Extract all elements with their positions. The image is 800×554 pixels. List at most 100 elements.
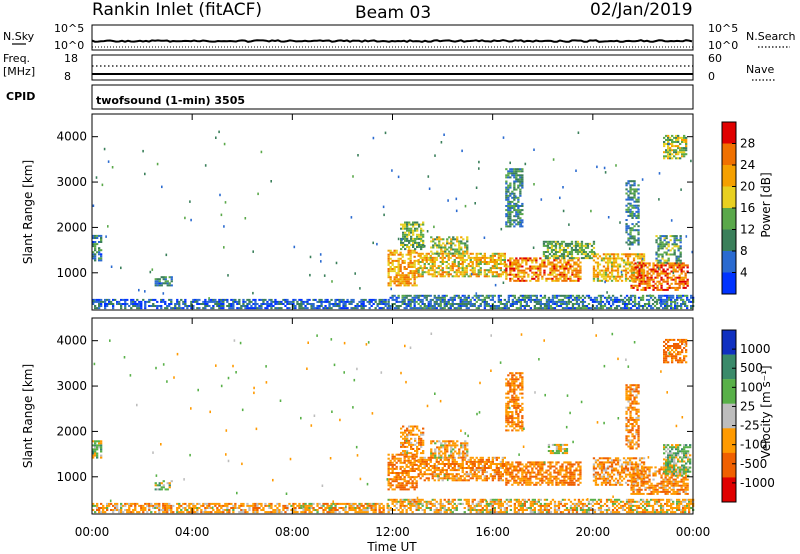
data-cell	[461, 463, 464, 465]
data-cell	[461, 275, 464, 278]
data-cell	[546, 246, 550, 249]
data-cell	[487, 467, 490, 469]
data-cell	[466, 240, 469, 243]
data-cell	[611, 294, 615, 297]
data-cell	[523, 269, 526, 272]
data-cell	[292, 511, 295, 514]
data-cell	[670, 307, 673, 310]
data-cell	[461, 458, 464, 461]
data-cell	[531, 294, 534, 297]
data-cell	[449, 296, 452, 299]
data-cell	[420, 433, 423, 436]
data-cell	[491, 271, 494, 274]
data-cell	[598, 273, 602, 276]
data-cell	[499, 307, 502, 310]
data-cell	[439, 296, 442, 299]
data-cell	[459, 305, 462, 307]
data-cell	[447, 199, 449, 202]
data-cell	[456, 452, 459, 455]
data-cell	[507, 217, 510, 220]
data-cell	[596, 271, 600, 274]
data-cell	[338, 507, 341, 509]
data-cell	[491, 477, 494, 480]
data-cell	[644, 280, 647, 283]
data-cell	[633, 300, 637, 303]
data-cell	[300, 300, 303, 303]
data-cell	[471, 273, 474, 276]
data-cell	[517, 298, 520, 301]
data-cell	[501, 479, 504, 482]
data-cell	[513, 269, 516, 272]
data-cell	[628, 269, 632, 272]
data-cell	[485, 269, 488, 272]
data-cell	[156, 488, 159, 491]
data-cell	[679, 237, 682, 240]
data-cell	[547, 298, 551, 301]
data-cell	[417, 469, 420, 472]
data-cell	[407, 266, 410, 268]
data-cell	[413, 274, 416, 277]
data-cell	[525, 465, 528, 468]
data-cell	[634, 275, 638, 278]
data-cell	[404, 429, 407, 432]
data-cell	[456, 252, 459, 255]
data-cell	[417, 267, 420, 270]
data-cell	[489, 271, 492, 274]
data-cell	[96, 446, 99, 449]
data-cell	[248, 507, 251, 509]
data-cell	[292, 303, 295, 305]
data-cell	[577, 279, 580, 282]
data-cell	[483, 303, 486, 305]
data-cell	[546, 255, 550, 258]
data-cell	[679, 259, 682, 262]
data-cell	[497, 256, 500, 259]
data-cell	[286, 303, 289, 305]
data-cell	[679, 261, 682, 264]
data-cell	[509, 213, 512, 216]
data-cell	[156, 502, 159, 505]
data-cell	[660, 282, 663, 285]
data-cell	[272, 305, 275, 307]
data-cell	[632, 266, 635, 269]
data-cell	[573, 269, 576, 272]
data-cell	[639, 296, 643, 299]
data-cell	[608, 261, 612, 264]
data-cell	[647, 300, 651, 303]
data-cell	[464, 444, 467, 447]
data-cell	[387, 482, 390, 485]
data-cell	[479, 261, 482, 263]
data-cell	[420, 223, 423, 226]
data-cell	[655, 303, 659, 305]
data-cell	[400, 435, 403, 438]
data-cell	[463, 259, 466, 261]
data-cell	[466, 454, 469, 457]
data-cell	[96, 509, 99, 511]
data-cell	[626, 253, 630, 256]
data-cell	[631, 223, 634, 226]
data-cell	[256, 507, 259, 509]
data-cell	[262, 507, 265, 509]
data-cell	[406, 229, 409, 232]
data-cell	[517, 196, 520, 199]
data-cell	[541, 277, 544, 280]
data-cell	[411, 463, 414, 466]
data-cell	[564, 249, 568, 251]
data-cell	[190, 305, 193, 307]
data-cell	[324, 507, 327, 509]
data-cell	[599, 307, 603, 310]
data-cell	[580, 246, 584, 249]
data-cell	[599, 298, 603, 301]
data-cell	[100, 440, 103, 443]
data-cell	[475, 460, 478, 463]
data-cell	[403, 294, 406, 297]
data-cell	[561, 275, 564, 278]
data-cell	[387, 305, 390, 307]
data-cell	[264, 502, 267, 505]
data-cell	[519, 223, 522, 226]
data-cell	[632, 253, 636, 256]
data-cell	[666, 274, 669, 277]
data-cell	[104, 307, 107, 310]
data-cell	[686, 270, 689, 273]
data-cell	[548, 242, 552, 245]
data-cell	[627, 227, 630, 230]
